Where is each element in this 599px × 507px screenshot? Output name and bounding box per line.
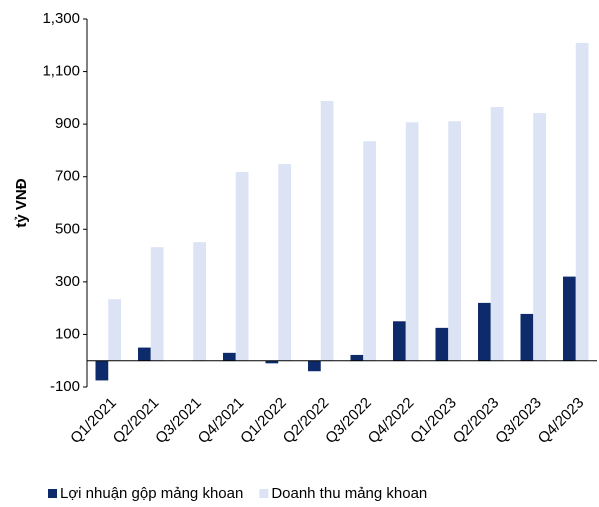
bar xyxy=(265,360,279,364)
bar xyxy=(308,360,321,372)
y-tick-label: -100 xyxy=(50,378,80,395)
y-axis-label: tỷ VNĐ xyxy=(13,178,30,227)
bar xyxy=(138,347,151,361)
legend-label: Lợi nhuận gộp mảng khoan xyxy=(60,485,243,502)
y-tick-label: 700 xyxy=(55,168,80,185)
bar xyxy=(435,327,449,361)
bar xyxy=(563,276,576,361)
x-tick-label: Q3/2023 xyxy=(492,394,545,447)
x-tick-label: Q1/2023 xyxy=(407,394,460,447)
y-tick-label: 500 xyxy=(55,220,80,237)
x-tick-label: Q3/2021 xyxy=(152,394,205,447)
bar xyxy=(150,247,164,361)
x-tick-label: Q4/2023 xyxy=(535,394,588,447)
x-tick-label: Q3/2022 xyxy=(322,394,375,447)
bar xyxy=(223,352,236,361)
bar xyxy=(478,302,491,361)
bar xyxy=(490,107,504,361)
y-tick-label: 900 xyxy=(55,115,80,132)
y-tick-label: 1,100 xyxy=(42,63,80,80)
bar xyxy=(575,42,589,361)
bar xyxy=(278,164,291,361)
bar xyxy=(235,171,249,361)
bar xyxy=(520,313,534,361)
bar xyxy=(363,141,376,361)
bar xyxy=(108,299,121,361)
bar xyxy=(533,113,546,361)
legend-marker xyxy=(48,489,57,498)
bar xyxy=(393,321,406,361)
y-tick-label: 300 xyxy=(55,273,80,290)
bar xyxy=(448,121,461,361)
y-tick-label: 1,300 xyxy=(42,10,80,27)
bar xyxy=(320,101,334,361)
bar xyxy=(95,360,109,381)
bar xyxy=(405,122,419,361)
y-tick-label: 100 xyxy=(55,325,80,342)
legend-marker xyxy=(259,489,269,498)
x-tick-label: Q4/2022 xyxy=(365,394,418,447)
x-tick-label: Q1/2021 xyxy=(67,394,120,447)
bar xyxy=(350,354,364,361)
x-tick-label: Q2/2021 xyxy=(110,394,163,447)
x-tick-label: Q2/2022 xyxy=(280,394,333,447)
x-tick-label: Q4/2021 xyxy=(195,394,248,447)
legend-label: Doanh thu mảng khoan xyxy=(271,485,427,502)
x-tick-label: Q2/2023 xyxy=(450,394,503,447)
x-tick-label: Q1/2022 xyxy=(237,394,290,447)
bar xyxy=(193,242,206,361)
